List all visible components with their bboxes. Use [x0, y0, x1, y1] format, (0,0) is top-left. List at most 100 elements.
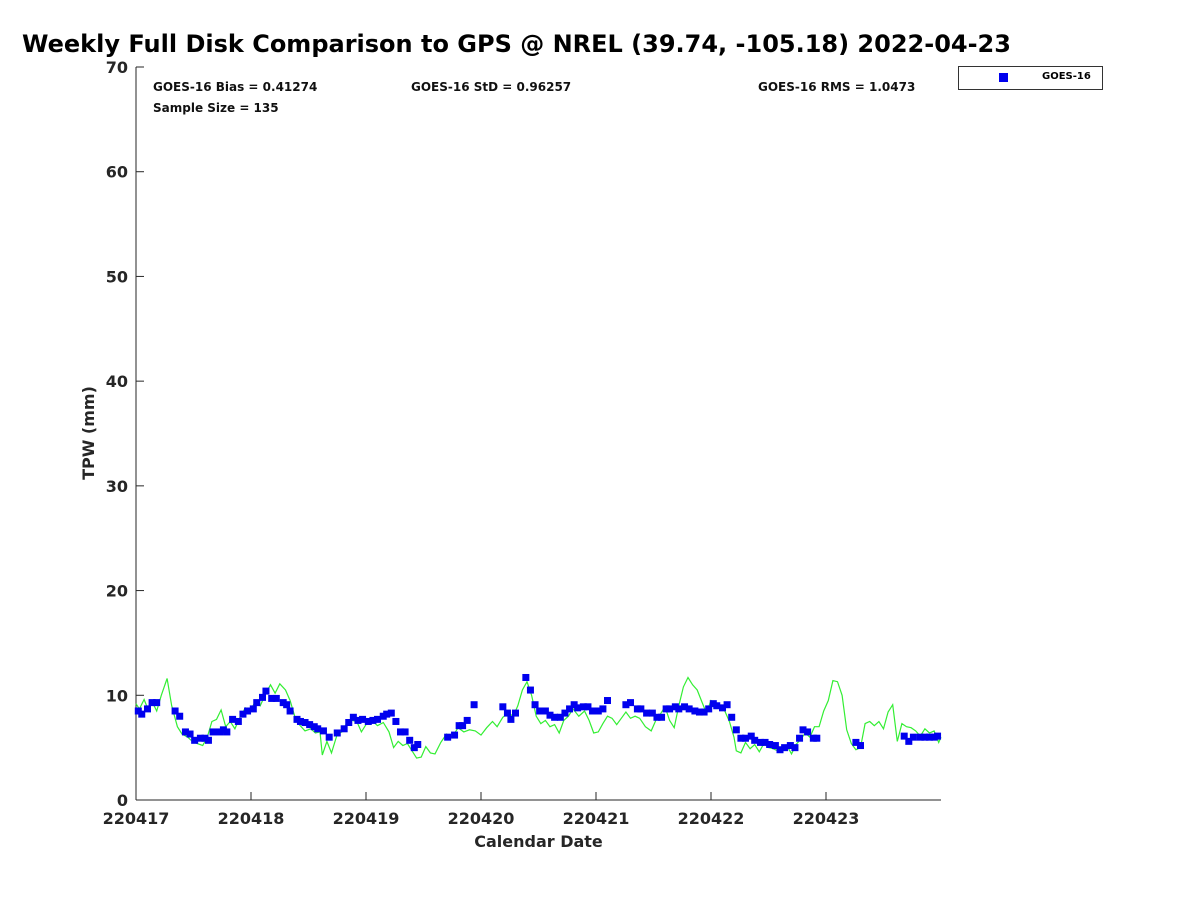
- chart-title: Weekly Full Disk Comparison to GPS @ NRE…: [22, 30, 1011, 58]
- x-tick-label: 220422: [678, 809, 745, 828]
- goes16-point: [153, 699, 161, 707]
- goes16-point: [719, 704, 726, 712]
- goes16-point: [406, 736, 414, 744]
- goes16-point: [900, 732, 908, 740]
- goes16-point: [909, 733, 917, 741]
- gps-series-line: [135, 676, 942, 759]
- goes16-point: [253, 699, 261, 707]
- goes16-point: [244, 707, 252, 715]
- goes16-point: [666, 705, 674, 713]
- y-tick-label: 30: [106, 477, 128, 496]
- goes16-point: [354, 716, 362, 724]
- goes16-point: [392, 717, 400, 725]
- legend: GOES-16: [958, 66, 1103, 90]
- y-axis-label: TPW (mm): [79, 386, 98, 480]
- goes16-point: [799, 726, 807, 734]
- goes16-point: [921, 733, 929, 741]
- goes16-point: [781, 744, 789, 752]
- goes16-point: [604, 697, 611, 705]
- goes16-point: [196, 734, 204, 742]
- goes16-point: [691, 707, 699, 715]
- goes16-point: [499, 703, 507, 711]
- goes16-point: [306, 721, 314, 729]
- y-tick-label: 10: [106, 686, 128, 705]
- goes16-point: [531, 701, 539, 709]
- goes16-point: [761, 738, 769, 746]
- goes16-point: [728, 713, 736, 721]
- goes16-point: [796, 734, 804, 742]
- rms-stat: GOES-16 RMS = 1.0473: [758, 80, 916, 94]
- goes16-point: [653, 713, 661, 721]
- y-tick-label: 70: [106, 58, 128, 77]
- goes16-point: [262, 687, 270, 695]
- goes16-point: [176, 712, 184, 720]
- goes16-point: [191, 736, 199, 744]
- goes16-point: [541, 707, 549, 715]
- goes16-point: [551, 713, 559, 721]
- goes16-point: [723, 701, 731, 709]
- x-tick-label: 220418: [218, 809, 285, 828]
- sample-size-stat: Sample Size = 135: [153, 101, 279, 115]
- goes16-point: [470, 701, 478, 709]
- goes16-point: [599, 705, 607, 713]
- y-tick-label: 20: [106, 582, 128, 601]
- goes16-point: [747, 732, 755, 740]
- goes16-point: [705, 705, 713, 713]
- goes16-point: [383, 710, 391, 718]
- goes16-point: [685, 705, 693, 713]
- goes16-point: [751, 736, 759, 744]
- y-tick-label: 50: [106, 267, 128, 286]
- goes16-point: [374, 715, 381, 723]
- goes16-point: [283, 701, 291, 709]
- goes16-point: [340, 725, 348, 733]
- goes16-point: [171, 707, 179, 715]
- goes16-point: [223, 728, 231, 736]
- goes16-point: [648, 709, 656, 717]
- goes16-point: [536, 707, 544, 715]
- goes16-point: [574, 704, 582, 712]
- goes16-point: [813, 734, 821, 742]
- goes16-point: [319, 727, 327, 735]
- legend-marker-goes16: [999, 73, 1008, 82]
- goes16-point: [622, 701, 630, 709]
- legend-label-goes16: GOES-16: [1042, 71, 1091, 82]
- goes16-point: [852, 738, 860, 746]
- goes16-point: [658, 713, 666, 721]
- goes16-point: [732, 726, 740, 734]
- goes16-point: [234, 717, 242, 725]
- goes16-point: [414, 741, 422, 749]
- goes16-point: [934, 732, 942, 740]
- goes16-point: [916, 733, 924, 741]
- goes16-point: [397, 728, 404, 736]
- x-tick-label: 220420: [448, 809, 515, 828]
- goes16-point: [771, 742, 779, 750]
- goes16-point: [296, 717, 304, 725]
- goes16-point: [786, 742, 794, 750]
- goes16-point: [345, 719, 353, 727]
- goes16-point: [766, 741, 774, 749]
- goes16-point: [333, 729, 341, 737]
- goes16-point: [364, 717, 372, 725]
- goes16-point: [209, 728, 217, 736]
- goes16-point: [359, 715, 367, 723]
- goes16-point: [637, 705, 645, 713]
- goes16-point: [181, 728, 189, 736]
- goes16-point: [301, 719, 309, 727]
- goes16-point: [259, 693, 266, 701]
- goes16-point: [791, 744, 799, 752]
- goes16-point: [325, 733, 333, 741]
- goes16-point: [272, 694, 280, 702]
- goes16-point: [546, 711, 554, 719]
- std-stat: GOES-16 StD = 0.96257: [411, 80, 572, 94]
- goes16-point: [451, 731, 459, 739]
- goes16-point: [314, 725, 322, 733]
- y-tick-label: 60: [106, 163, 128, 182]
- goes16-point: [696, 708, 703, 716]
- goes16-point: [627, 699, 634, 707]
- goes16-point: [926, 733, 933, 741]
- goes16-point: [561, 709, 569, 717]
- goes16-point: [905, 737, 913, 745]
- goes16-point: [589, 707, 597, 715]
- goes16-point: [584, 703, 592, 711]
- goes16-point: [681, 703, 689, 711]
